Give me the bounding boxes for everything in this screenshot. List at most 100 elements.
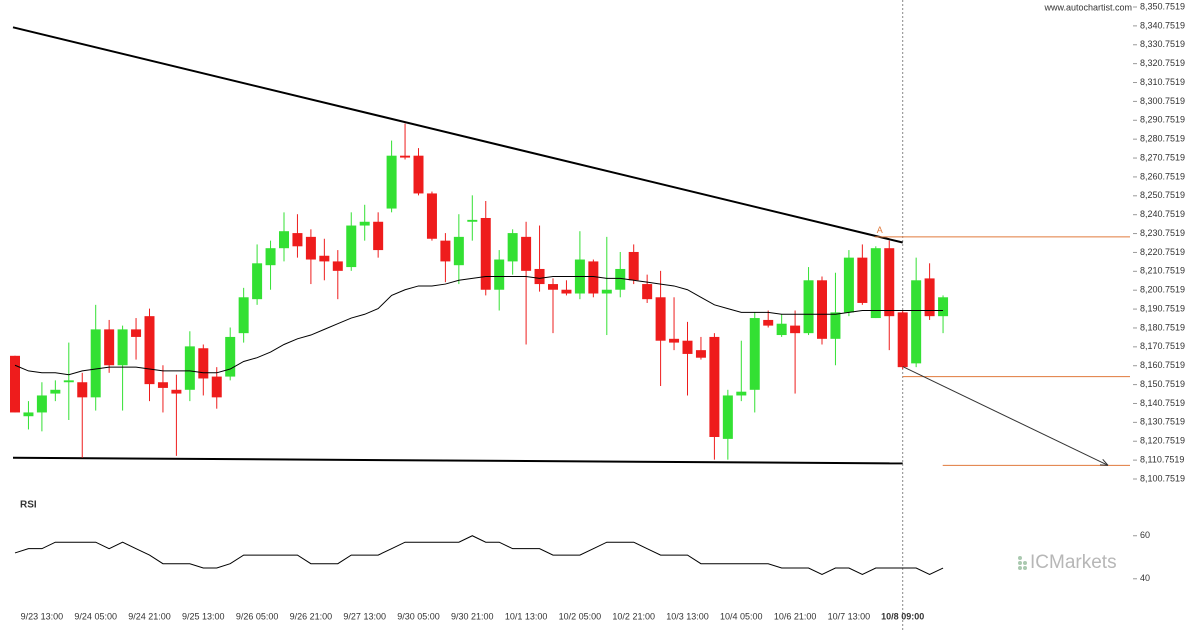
y-tick-label: 8,150.7519 — [1140, 379, 1185, 389]
x-tick-label: 9/24 05:00 — [74, 611, 117, 621]
candle-body — [184, 346, 195, 390]
candle-body — [413, 155, 424, 194]
x-tick-label: 10/2 05:00 — [559, 611, 602, 621]
candle-body — [292, 233, 303, 247]
y-tick-label: 8,180.7519 — [1140, 322, 1185, 332]
candle-body — [763, 319, 774, 326]
x-tick-label: 9/26 05:00 — [236, 611, 279, 621]
y-tick-label: 8,260.7519 — [1140, 171, 1185, 181]
x-tick-label: 9/23 13:00 — [21, 611, 64, 621]
panel-title: RSI — [20, 500, 37, 511]
x-tick-label: 10/6 21:00 — [774, 611, 817, 621]
y-tick-label: 8,220.7519 — [1140, 247, 1185, 257]
y-tick-label: 8,350.7519 — [1140, 1, 1185, 11]
y-tick-label: 8,230.7519 — [1140, 228, 1185, 238]
forecast-arrow — [902, 366, 1109, 466]
y-tick-label: 8,130.7519 — [1140, 417, 1185, 427]
arrow-head — [1099, 458, 1109, 466]
candle-body — [252, 263, 263, 300]
candle-body — [117, 329, 128, 366]
y-tick-label: 8,200.7519 — [1140, 285, 1185, 295]
candle-body — [776, 323, 787, 336]
candle-body — [682, 340, 693, 354]
candle-body — [534, 268, 545, 285]
candle-body — [480, 217, 491, 290]
x-tick-label: 10/3 13:00 — [666, 611, 709, 621]
candle-body — [615, 268, 626, 290]
candle-body — [90, 329, 101, 398]
y-tick-label: 40 — [1140, 573, 1150, 583]
candle-body — [131, 329, 142, 337]
y-tick-label: 8,280.7519 — [1140, 134, 1185, 144]
candle-body — [938, 297, 949, 317]
y-tick-label: 8,120.7519 — [1140, 436, 1185, 446]
candle-body — [157, 382, 168, 388]
y-tick-label: 8,250.7519 — [1140, 190, 1185, 200]
candle-body — [144, 316, 155, 385]
candle-body — [884, 248, 895, 317]
candle-body — [669, 338, 680, 343]
x-tick-label: 9/27 13:00 — [343, 611, 386, 621]
x-tick-label: 10/8 09:00 — [881, 611, 924, 621]
candle-body — [709, 336, 720, 437]
candle-body — [803, 280, 814, 334]
candle-body — [655, 297, 666, 341]
candle-body — [507, 233, 518, 262]
x-tick-label: 10/4 05:00 — [720, 611, 763, 621]
candle-body — [305, 236, 316, 260]
y-tick-label: 8,190.7519 — [1140, 303, 1185, 313]
candle-body — [23, 412, 34, 417]
candle-body — [346, 225, 357, 268]
candle-body — [211, 376, 222, 398]
rsi-line — [14, 535, 944, 576]
y-tick-label: 8,140.7519 — [1140, 398, 1185, 408]
moving-average — [14, 276, 944, 376]
candle-body — [400, 155, 411, 158]
candle-body — [171, 389, 182, 394]
candle-body — [319, 255, 330, 262]
candle-body — [588, 261, 599, 294]
candle-body — [749, 318, 760, 390]
candle-body — [548, 284, 558, 290]
y-tick-label: 8,110.7519 — [1140, 454, 1184, 464]
y-tick-label: 8,160.7519 — [1140, 360, 1185, 370]
candle-body — [332, 261, 343, 271]
y-tick-label: 60 — [1140, 530, 1150, 540]
candle-body — [77, 382, 88, 398]
candle-body — [736, 391, 747, 396]
candle-body — [225, 336, 236, 377]
candle-body — [601, 289, 612, 294]
candle-body — [50, 389, 61, 394]
forecast-label: A — [877, 225, 883, 235]
candle-body — [386, 155, 397, 209]
y-tick-label: 8,300.7519 — [1140, 96, 1185, 106]
y-tick-label: 8,240.7519 — [1140, 209, 1185, 219]
x-tick-label: 10/7 13:00 — [828, 611, 871, 621]
candle-body — [870, 248, 881, 319]
y-tick-label: 8,100.7519 — [1140, 473, 1185, 483]
candle-body — [722, 395, 733, 439]
candle-body — [857, 257, 868, 303]
candle-body — [104, 329, 115, 366]
candle-body — [440, 240, 451, 262]
x-tick-label: 9/26 21:00 — [290, 611, 333, 621]
candle-body — [790, 325, 801, 334]
candle-body — [830, 312, 841, 339]
candle-body — [373, 221, 384, 251]
x-tick-label: 10/2 21:00 — [612, 611, 655, 621]
x-tick-label: 10/1 13:00 — [505, 611, 548, 621]
y-tick-label: 8,270.7519 — [1140, 152, 1185, 162]
candle-body — [238, 297, 249, 334]
y-tick-label: 8,170.7519 — [1140, 341, 1185, 351]
candle-body — [279, 231, 289, 249]
candle-body — [359, 221, 370, 226]
x-tick-label: 9/30 21:00 — [451, 611, 494, 621]
candle-body — [924, 278, 935, 317]
candle-body — [695, 350, 706, 358]
candle-body — [911, 280, 922, 364]
candle-body — [467, 219, 478, 222]
candle-body — [36, 395, 47, 413]
pattern-line — [12, 26, 903, 244]
